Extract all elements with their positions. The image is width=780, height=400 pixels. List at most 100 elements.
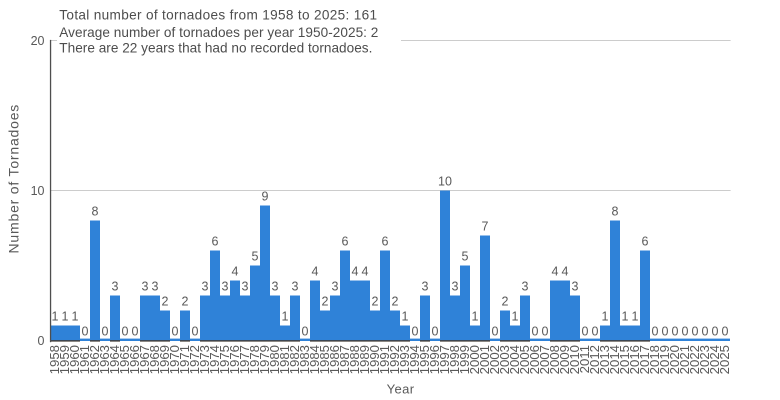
- svg-text:1977: 1977: [237, 345, 252, 374]
- svg-text:1981: 1981: [277, 345, 292, 374]
- svg-text:2023: 2023: [697, 345, 712, 374]
- svg-text:1990: 1990: [367, 345, 382, 374]
- svg-text:10: 10: [438, 175, 452, 189]
- svg-text:4: 4: [232, 265, 239, 279]
- svg-text:2001: 2001: [477, 345, 492, 374]
- svg-text:1999: 1999: [457, 345, 472, 374]
- svg-text:2025: 2025: [717, 345, 732, 374]
- svg-text:1989: 1989: [357, 345, 372, 374]
- svg-text:0: 0: [672, 325, 679, 339]
- svg-text:1982: 1982: [287, 345, 302, 374]
- svg-text:6: 6: [212, 235, 219, 249]
- svg-text:3: 3: [422, 280, 429, 294]
- svg-text:1959: 1959: [57, 345, 72, 374]
- svg-text:Number of Tornadoes: Number of Tornadoes: [6, 104, 22, 254]
- svg-text:0: 0: [82, 325, 89, 339]
- svg-text:0: 0: [532, 325, 539, 339]
- svg-text:0: 0: [122, 325, 129, 339]
- svg-text:2: 2: [182, 295, 189, 309]
- svg-text:1979: 1979: [257, 345, 272, 374]
- svg-text:0: 0: [702, 325, 709, 339]
- svg-text:1960: 1960: [67, 345, 82, 374]
- svg-text:1975: 1975: [217, 345, 232, 374]
- svg-text:1995: 1995: [417, 345, 432, 374]
- svg-text:10: 10: [31, 184, 45, 198]
- svg-text:0: 0: [492, 325, 499, 339]
- svg-text:2: 2: [322, 295, 329, 309]
- svg-text:2004: 2004: [507, 345, 522, 374]
- svg-text:1983: 1983: [297, 345, 312, 374]
- svg-text:1: 1: [622, 310, 629, 324]
- svg-text:2024: 2024: [707, 345, 722, 374]
- svg-text:9: 9: [262, 190, 269, 204]
- svg-text:1967: 1967: [137, 345, 152, 374]
- svg-text:2020: 2020: [667, 345, 682, 374]
- svg-text:3: 3: [522, 280, 529, 294]
- svg-text:1998: 1998: [447, 345, 462, 374]
- svg-text:2000: 2000: [467, 345, 482, 374]
- svg-text:3: 3: [272, 280, 279, 294]
- svg-text:1991: 1991: [377, 345, 392, 374]
- svg-text:4: 4: [352, 265, 359, 279]
- svg-text:2007: 2007: [537, 345, 552, 374]
- svg-text:0: 0: [662, 325, 669, 339]
- svg-text:0: 0: [692, 325, 699, 339]
- svg-text:3: 3: [112, 280, 119, 294]
- svg-text:2014: 2014: [607, 345, 622, 374]
- svg-text:1993: 1993: [397, 345, 412, 374]
- svg-text:1996: 1996: [427, 345, 442, 374]
- svg-text:2019: 2019: [657, 345, 672, 374]
- svg-text:5: 5: [252, 250, 259, 264]
- svg-text:2013: 2013: [597, 345, 612, 374]
- svg-text:0: 0: [302, 325, 309, 339]
- svg-text:1: 1: [62, 310, 69, 324]
- svg-text:1973: 1973: [197, 345, 212, 374]
- svg-text:1984: 1984: [307, 345, 322, 374]
- svg-text:1: 1: [52, 310, 59, 324]
- svg-text:0: 0: [542, 325, 549, 339]
- svg-text:1964: 1964: [107, 345, 122, 374]
- svg-text:1988: 1988: [347, 345, 362, 374]
- svg-text:3: 3: [152, 280, 159, 294]
- svg-text:4: 4: [312, 265, 319, 279]
- svg-text:1969: 1969: [157, 345, 172, 374]
- svg-text:2005: 2005: [517, 345, 532, 374]
- svg-text:1971: 1971: [177, 345, 192, 374]
- svg-text:3: 3: [202, 280, 209, 294]
- svg-text:0: 0: [172, 325, 179, 339]
- svg-text:0: 0: [102, 325, 109, 339]
- svg-text:6: 6: [642, 235, 649, 249]
- svg-text:2006: 2006: [527, 345, 542, 374]
- svg-text:6: 6: [342, 235, 349, 249]
- svg-text:2016: 2016: [627, 345, 642, 374]
- svg-text:Year: Year: [387, 381, 415, 396]
- svg-text:2011: 2011: [577, 345, 592, 373]
- svg-text:There are 22 years that had no: There are 22 years that had no recorded …: [59, 40, 372, 55]
- svg-text:0: 0: [432, 325, 439, 339]
- svg-text:0: 0: [592, 325, 599, 339]
- svg-text:4: 4: [552, 265, 559, 279]
- svg-text:5: 5: [462, 250, 469, 264]
- svg-text:Average number of tornadoes pe: Average number of tornadoes per year 195…: [59, 25, 378, 40]
- svg-text:20: 20: [31, 34, 45, 48]
- svg-text:0: 0: [38, 334, 45, 348]
- svg-text:2010: 2010: [567, 345, 582, 374]
- svg-text:0: 0: [652, 325, 659, 339]
- svg-text:1: 1: [72, 310, 79, 324]
- svg-text:0: 0: [412, 325, 419, 339]
- svg-text:2: 2: [162, 295, 169, 309]
- svg-text:1978: 1978: [247, 345, 262, 374]
- svg-text:0: 0: [712, 325, 719, 339]
- svg-text:3: 3: [292, 280, 299, 294]
- svg-text:0: 0: [582, 325, 589, 339]
- svg-text:3: 3: [332, 280, 339, 294]
- svg-text:2: 2: [372, 295, 379, 309]
- svg-text:2012: 2012: [587, 345, 602, 374]
- svg-text:1974: 1974: [207, 345, 222, 374]
- svg-text:Total number of tornadoes from: Total number of tornadoes from 1958 to 2…: [59, 8, 377, 23]
- svg-text:1: 1: [472, 310, 479, 324]
- svg-text:1992: 1992: [387, 345, 402, 374]
- svg-text:1980: 1980: [267, 345, 282, 374]
- svg-text:2: 2: [502, 295, 509, 309]
- svg-text:0: 0: [192, 325, 199, 339]
